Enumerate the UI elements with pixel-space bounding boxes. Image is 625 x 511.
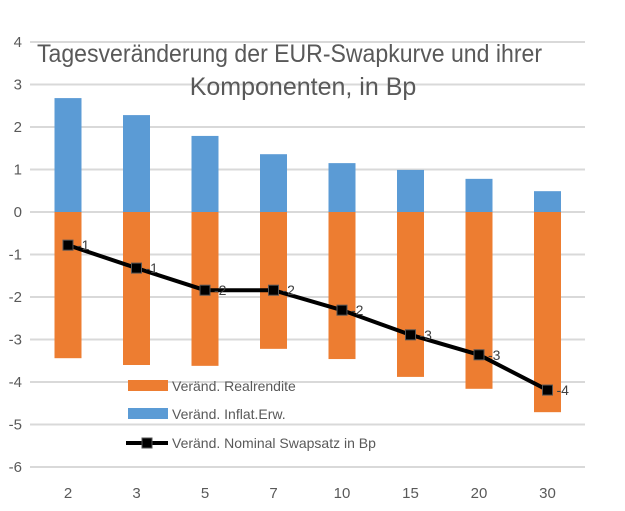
x-tick-label: 15	[402, 485, 419, 502]
y-tick-label: -6	[9, 459, 22, 476]
line-marker	[131, 262, 142, 274]
x-tick-label: 7	[269, 485, 277, 502]
y-axis-ticks: 4 3 2 1 0 -1 -2 -3 -4 -5 -6	[9, 34, 22, 476]
data-label: -2	[214, 282, 227, 298]
bar-inflat-erw	[465, 178, 493, 212]
x-tick-label: 20	[471, 485, 488, 502]
bar-realrendite	[123, 212, 150, 365]
x-tick-label: 10	[334, 485, 351, 502]
bar-inflat-erw	[191, 135, 219, 212]
gridlines	[30, 41, 585, 468]
y-tick-label: 4	[14, 34, 22, 51]
data-label: -3	[488, 347, 501, 363]
data-label: -3	[420, 327, 433, 343]
legend: Veränd. Realrendite Veränd. Inflat.Erw. …	[126, 378, 376, 451]
nominal-line	[62, 239, 553, 396]
x-tick-label: 3	[132, 485, 140, 502]
line-marker	[542, 384, 553, 396]
chart-title-line-1: Tagesveränderung der EUR-Swapkurve und i…	[37, 40, 542, 68]
bar-inflat-erw	[534, 191, 561, 212]
bar-realrendite	[534, 212, 561, 413]
bar-realrendite	[260, 212, 287, 349]
x-tick-label: 5	[201, 485, 209, 502]
line-marker	[268, 284, 279, 296]
line-marker	[199, 284, 211, 296]
legend-label-nominal: Veränd. Nominal Swapsatz in Bp	[172, 435, 376, 451]
data-label: -4	[557, 382, 570, 398]
x-tick-label: 30	[539, 485, 556, 502]
bar-realrendite	[328, 212, 356, 360]
legend-swatch-inflat	[128, 408, 168, 419]
legend-swatch-realrendite	[128, 380, 168, 391]
x-axis-ticks: 2 3 5 7 10 15 20 30	[64, 485, 556, 502]
data-label: -1	[146, 260, 159, 276]
legend-swatch-nominal-marker	[141, 437, 153, 449]
y-tick-label: -5	[9, 417, 22, 434]
y-tick-label: -2	[9, 289, 22, 306]
chart-title-line-2: Komponenten, in Bp	[190, 73, 417, 101]
y-tick-label: 2	[14, 119, 22, 136]
bar-realrendite	[54, 212, 82, 359]
legend-label-realrendite: Veränd. Realrendite	[172, 378, 296, 394]
bar-inflat-erw	[123, 115, 150, 212]
bar-inflat-erw	[397, 169, 424, 212]
line-marker	[405, 329, 416, 341]
nominal-swapsatz-line	[67, 243, 549, 392]
bar-inflat-erw	[260, 154, 287, 212]
data-label: -1	[77, 237, 90, 253]
bar-inflat-erw	[54, 98, 82, 212]
data-labels: -1 -1 -2 -2 -2 -3 -3 -4	[77, 237, 569, 398]
y-tick-label: -1	[9, 247, 22, 264]
y-tick-label: 3	[14, 77, 22, 94]
x-tick-label: 2	[64, 485, 72, 502]
y-tick-label: 0	[14, 204, 22, 221]
line-marker	[336, 304, 348, 316]
bar-realrendite	[397, 212, 424, 377]
bar-inflat-erw	[328, 163, 356, 212]
line-marker	[62, 239, 74, 251]
legend-label-inflat: Veränd. Inflat.Erw.	[172, 406, 286, 422]
y-tick-label: 1	[14, 162, 22, 179]
line-marker	[473, 349, 485, 361]
data-label: -2	[283, 282, 296, 298]
data-label: -2	[351, 302, 364, 318]
y-tick-label: -3	[9, 332, 22, 349]
y-tick-label: -4	[9, 374, 22, 391]
